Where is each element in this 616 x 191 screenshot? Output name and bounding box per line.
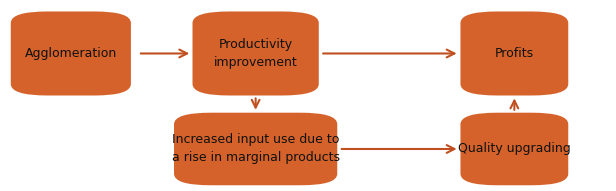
Text: Quality upgrading: Quality upgrading <box>458 142 571 155</box>
FancyBboxPatch shape <box>11 11 131 96</box>
FancyBboxPatch shape <box>461 113 568 185</box>
Text: Agglomeration: Agglomeration <box>25 47 117 60</box>
Text: Productivity
improvement: Productivity improvement <box>214 38 298 69</box>
FancyBboxPatch shape <box>192 11 319 96</box>
FancyBboxPatch shape <box>174 113 338 185</box>
Text: Increased input use due to
a rise in marginal products: Increased input use due to a rise in mar… <box>172 134 339 164</box>
FancyBboxPatch shape <box>461 11 568 96</box>
Text: Profits: Profits <box>495 47 534 60</box>
